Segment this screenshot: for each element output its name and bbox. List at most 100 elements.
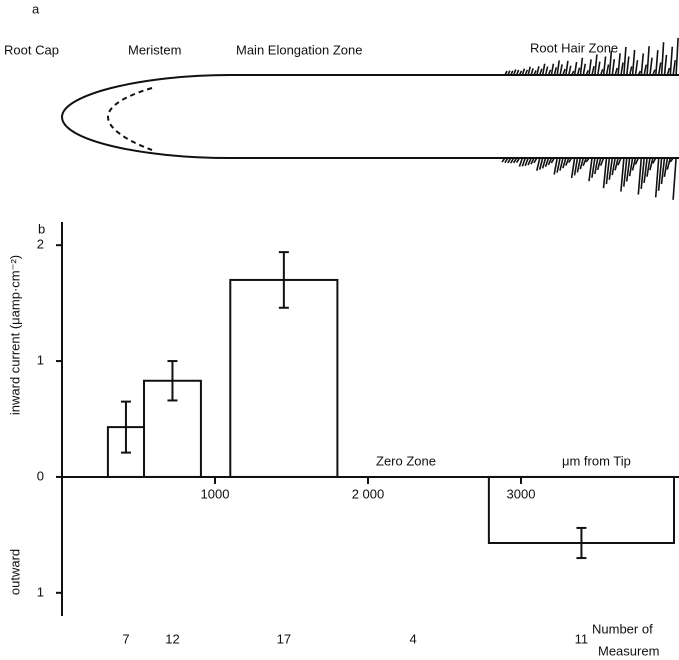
root-hair xyxy=(602,157,608,189)
y-tick-label: 2 xyxy=(37,237,44,252)
y-tick-label: 1 xyxy=(37,584,44,599)
counts-label: Number of xyxy=(592,621,653,636)
root-hair xyxy=(643,64,647,76)
x-tick-label: 1000 xyxy=(201,486,230,501)
root-hair xyxy=(669,46,674,76)
root-hair xyxy=(570,70,575,76)
root-hair xyxy=(620,157,625,192)
error-bar xyxy=(120,400,131,454)
root-hair xyxy=(611,59,616,76)
root-hair xyxy=(510,70,514,76)
zone-label: Root Hair Zone xyxy=(530,40,618,55)
root-hair xyxy=(576,157,582,173)
root-hair xyxy=(524,157,529,167)
root-hair xyxy=(547,157,553,166)
count-label: 12 xyxy=(165,631,179,646)
root-hair xyxy=(553,67,558,76)
annotation: μm from Tip xyxy=(562,453,631,468)
root-hair xyxy=(652,69,656,76)
root-hair xyxy=(536,157,541,171)
root-hair xyxy=(539,68,543,76)
root-hair xyxy=(550,157,555,164)
root-hair xyxy=(518,70,523,76)
root-hair xyxy=(628,157,634,177)
root-hair xyxy=(541,63,546,76)
annotation: Zero Zone xyxy=(376,453,436,468)
root-hair xyxy=(504,157,509,164)
root-hair xyxy=(588,59,592,76)
root-hair xyxy=(631,157,637,171)
root-hair xyxy=(536,66,540,76)
root-hair xyxy=(556,60,560,76)
root-hair xyxy=(533,157,538,164)
root-hair xyxy=(614,157,619,171)
y-axis-label: outward xyxy=(7,549,22,595)
root-hair xyxy=(585,157,590,163)
root-hair xyxy=(617,53,621,76)
root-hair xyxy=(538,157,544,170)
root-hair xyxy=(649,57,653,76)
panel-label: a xyxy=(32,1,40,16)
root-hair xyxy=(663,157,669,178)
root-hair xyxy=(599,68,604,76)
root-hair xyxy=(559,157,564,171)
zone-label: Meristem xyxy=(128,42,181,57)
root-hair xyxy=(579,57,584,76)
zone-label: Main Elongation Zone xyxy=(236,42,362,57)
root-hair xyxy=(512,69,517,76)
meristem-outline xyxy=(106,87,153,151)
root-hair xyxy=(669,157,674,163)
count-label: 17 xyxy=(277,631,291,646)
root-hair xyxy=(655,50,659,76)
error-bar xyxy=(278,251,289,309)
root-hair xyxy=(512,157,518,164)
root-hair xyxy=(591,66,595,76)
root-hair xyxy=(579,157,585,170)
root-hair xyxy=(596,157,602,171)
y-tick-label: 0 xyxy=(37,468,44,483)
panel-label: b xyxy=(38,221,45,236)
y-axis-label: inward current (μamp·cm⁻²) xyxy=(7,255,22,415)
count-label: 4 xyxy=(410,631,417,646)
root-outline xyxy=(60,74,679,159)
root-hair xyxy=(553,157,558,175)
root-hair xyxy=(631,49,636,76)
root-hair xyxy=(501,157,506,163)
root-hair xyxy=(507,157,512,164)
root-hair xyxy=(591,157,596,178)
root-hair xyxy=(594,54,598,76)
root-hair xyxy=(573,61,578,76)
root-hair xyxy=(507,70,511,76)
root-hair xyxy=(608,157,614,180)
root-hair xyxy=(640,157,645,189)
root-hair xyxy=(652,157,657,164)
root-hair xyxy=(594,157,599,175)
root-hair xyxy=(623,46,627,76)
root-hair xyxy=(585,69,589,76)
error-bar xyxy=(167,360,178,402)
root-hair xyxy=(527,66,531,76)
root-hair xyxy=(649,157,654,171)
root-hair xyxy=(654,157,660,198)
root-hair xyxy=(588,157,593,182)
root-hair xyxy=(521,68,526,76)
root-hair xyxy=(625,157,631,182)
x-tick-label: 3000 xyxy=(507,486,536,501)
root-hair xyxy=(608,50,613,76)
root-hair xyxy=(672,157,677,200)
root-hair xyxy=(565,60,569,76)
root-hair xyxy=(568,157,573,164)
root-hair xyxy=(634,157,640,165)
x-tick-label: 2 000 xyxy=(352,486,385,501)
root-hair xyxy=(666,67,671,76)
root-hair xyxy=(565,157,570,166)
root-hair xyxy=(634,60,639,76)
root-hair xyxy=(672,60,676,76)
root-hair xyxy=(646,157,651,177)
root-hair xyxy=(599,157,605,166)
root-hair xyxy=(524,69,529,76)
error-bar xyxy=(576,526,587,560)
y-tick-label: 1 xyxy=(37,352,44,367)
root-hair xyxy=(666,157,672,170)
